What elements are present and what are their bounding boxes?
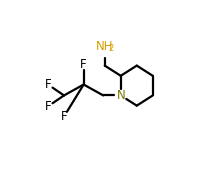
Text: 2: 2	[108, 44, 114, 53]
Text: F: F	[80, 58, 87, 71]
Text: F: F	[61, 110, 67, 123]
Text: F: F	[45, 100, 51, 113]
Text: F: F	[45, 78, 51, 91]
Text: N: N	[116, 89, 125, 102]
Text: NH: NH	[96, 40, 114, 53]
